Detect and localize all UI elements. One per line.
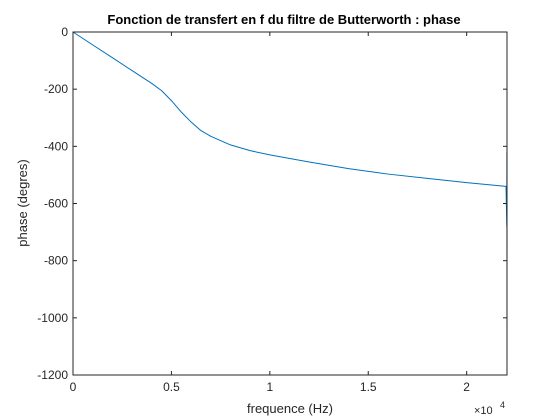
plot-marks [72, 31, 508, 376]
phase-series-line [72, 31, 508, 376]
y-tick-label: 0 [61, 25, 68, 39]
y-tick-label: -800 [44, 254, 68, 268]
y-axis-label: phase (degres) [15, 159, 30, 246]
x-tick-label: 1 [266, 380, 273, 394]
x-tick-label: 0 [70, 380, 77, 394]
x-axis-exponent-base: ×10 [474, 405, 493, 417]
axes-box [72, 31, 508, 376]
x-axis-ticks: 0 0.5 1 1.5 2 [70, 32, 470, 394]
y-tick-label: -200 [44, 82, 68, 96]
x-axis-label: frequence (Hz) [247, 401, 333, 416]
y-tick-label: -400 [44, 139, 68, 153]
y-tick-label: -1000 [37, 311, 68, 325]
y-tick-label: -600 [44, 197, 68, 211]
chart-title: Fonction de transfert en f du filtre de … [107, 12, 460, 27]
y-tick-label: -1200 [37, 368, 68, 382]
y-axis-ticks: 0 -200 -400 -600 -800 -1000 -1200 [37, 25, 507, 382]
x-tick-label: 2 [463, 380, 470, 394]
x-tick-label: 1.5 [360, 380, 377, 394]
x-tick-label: 0.5 [163, 380, 180, 394]
x-axis-exponent-power: 4 [500, 400, 505, 410]
